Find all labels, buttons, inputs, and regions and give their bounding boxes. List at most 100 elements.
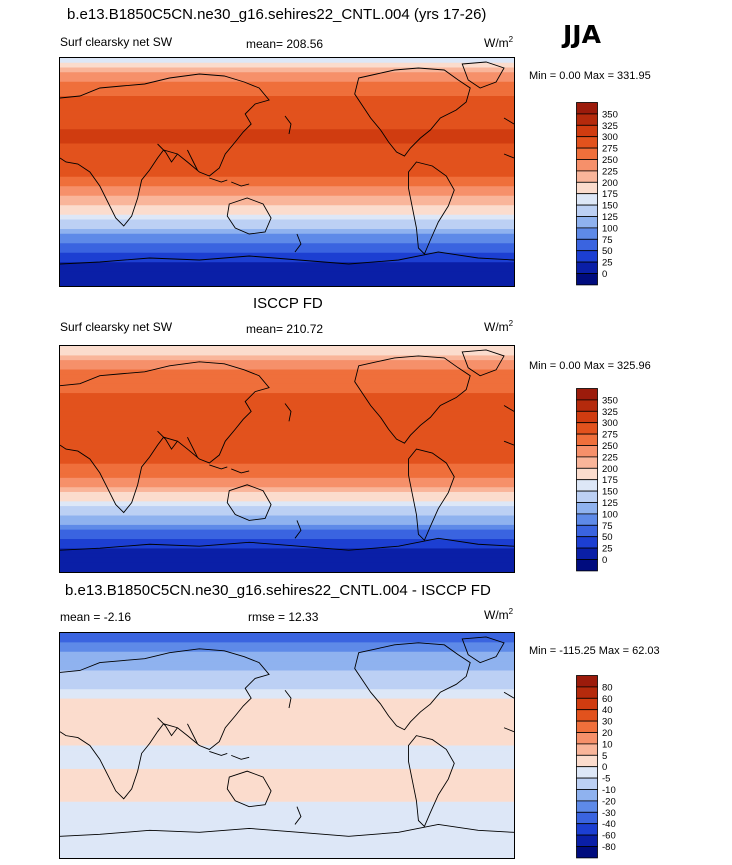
map-1-coastline <box>294 233 302 253</box>
map-1-coastline <box>284 115 292 135</box>
map-3-band <box>60 679 514 686</box>
map-3-band <box>60 768 514 775</box>
map-3-coastline <box>503 691 514 699</box>
colorbar-2-label: 200 <box>602 464 618 475</box>
map-1-band <box>60 229 514 235</box>
map-1-coastline <box>157 143 178 163</box>
map-3-band <box>60 825 514 831</box>
colorbar-1-label: 25 <box>602 258 613 269</box>
map-1-band <box>60 257 514 263</box>
map-3-band <box>60 740 514 747</box>
map-3-band <box>60 717 514 723</box>
colorbar-1-box <box>576 204 598 217</box>
map-2-coastline <box>60 537 514 551</box>
map-1-svg <box>60 58 514 286</box>
map-3-band <box>60 853 514 858</box>
map-1-band <box>60 210 514 216</box>
colorbar-3-box <box>576 834 598 847</box>
colorbar-1-label: 325 <box>602 121 618 132</box>
map-3-band <box>60 773 514 779</box>
map-2-coastline <box>209 464 228 470</box>
colorbar-2-label: 150 <box>602 487 618 498</box>
colorbar-1-box <box>576 227 598 240</box>
panel-3-units: W/m2 <box>484 607 514 622</box>
colorbar-1-box <box>576 147 598 160</box>
map-1-coastline <box>231 181 250 187</box>
colorbar-3-label: 60 <box>602 694 613 705</box>
colorbar-3-box <box>576 697 598 711</box>
map-2-band <box>60 393 514 399</box>
colorbar-3-label: -10 <box>602 785 616 796</box>
colorbar-1-box <box>576 181 598 195</box>
map-2-coastline <box>294 520 302 539</box>
colorbar-3-box <box>576 709 598 722</box>
colorbar-3-box <box>576 811 598 825</box>
map-3-coastline <box>503 727 514 733</box>
map-3-coastline <box>187 723 198 744</box>
map-2-coastline <box>231 468 250 474</box>
map-2-band <box>60 501 514 507</box>
map-3-band <box>60 745 514 751</box>
panel-1-map <box>59 57 515 287</box>
colorbar-3-label: 20 <box>602 728 613 739</box>
colorbar-3-label: 5 <box>602 751 607 762</box>
colorbar-1-label: 0 <box>602 269 607 280</box>
map-2-band <box>60 449 514 455</box>
colorbar-1-box <box>576 124 598 138</box>
map-2-band <box>60 426 514 432</box>
map-2-coastline <box>284 403 292 422</box>
colorbar-1-box <box>576 193 598 206</box>
map-3-band <box>60 848 514 854</box>
colorbar-2-label: 325 <box>602 407 618 418</box>
map-1-band <box>60 214 514 221</box>
map-2-band <box>60 350 514 357</box>
colorbar-3-box <box>576 675 598 688</box>
map-1-band <box>60 77 514 83</box>
panel-3-title: b.e13.B1850C5CN.ne30_g16.sehires22_CNTL.… <box>65 582 491 599</box>
map-3-coastline <box>284 689 292 709</box>
colorbar-2-label: 25 <box>602 544 613 555</box>
map-1-band <box>60 224 514 230</box>
map-1-band <box>60 191 514 197</box>
colorbar-1-box <box>576 238 598 252</box>
colorbar-1-label: 50 <box>602 246 613 257</box>
map-1-coastline <box>187 149 198 171</box>
map-3-band <box>60 797 514 803</box>
map-3-band <box>60 843 514 850</box>
colorbar-3-label: -30 <box>602 808 616 819</box>
colorbar-3-box <box>576 800 598 813</box>
map-3-coastline <box>209 750 228 756</box>
map-2-band <box>60 468 514 474</box>
colorbar-2-box <box>576 513 598 526</box>
map-2-band <box>60 510 514 517</box>
panel-2-variable-label: Surf clearsky net SW <box>60 320 173 334</box>
map-3-band <box>60 698 514 704</box>
colorbar-1-label: 300 <box>602 132 618 143</box>
panel-1-colorbar: 350 325 300 275 250 225 200 175 150 125 100 75 50 25 0 <box>576 102 646 288</box>
colorbar-1-box <box>576 273 598 286</box>
map-3-band <box>60 736 514 742</box>
panel-1-mean-label: mean= 208.56 <box>246 37 324 51</box>
map-2-coastline <box>408 448 455 542</box>
map-1-band <box>60 67 514 73</box>
map-2-band <box>60 454 514 460</box>
panel-2-minmax: Min = 0.00 Max = 325.96 <box>529 360 651 372</box>
map-1-band <box>60 105 514 111</box>
map-2-band <box>60 459 514 465</box>
map-1-band <box>60 186 514 192</box>
map-3-band <box>60 708 514 714</box>
map-2-band <box>60 430 514 437</box>
map-3-band <box>60 661 514 667</box>
map-3-band <box>60 783 514 789</box>
map-3-band <box>60 787 514 793</box>
map-1-band <box>60 200 514 206</box>
map-2-band <box>60 557 514 564</box>
map-1-band <box>60 86 514 92</box>
map-3-band <box>60 689 514 695</box>
map-1-band <box>60 58 514 64</box>
map-1-band <box>60 91 514 97</box>
panel-3-map <box>59 632 515 859</box>
colorbar-1-box <box>576 261 598 274</box>
map-1-band <box>60 267 514 273</box>
